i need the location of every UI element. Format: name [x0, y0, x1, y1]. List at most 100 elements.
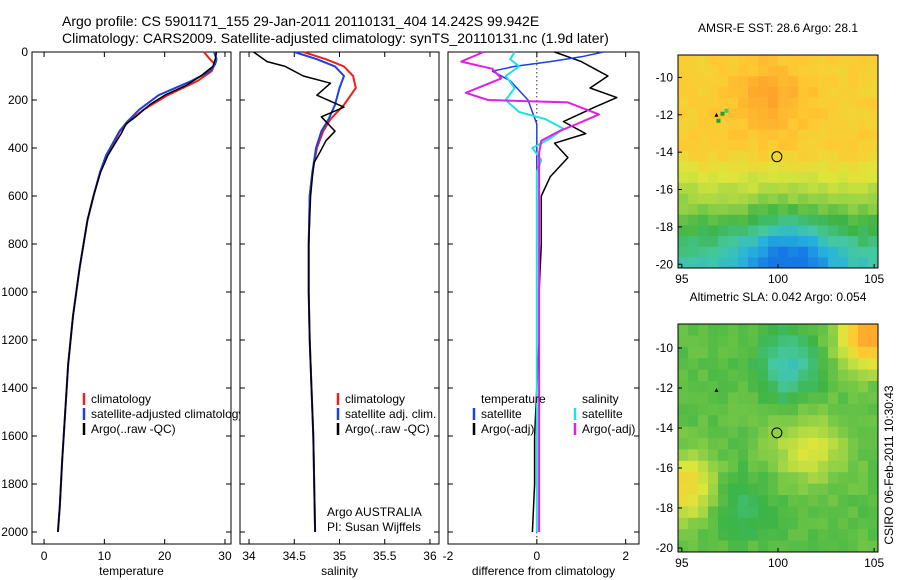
- field-cell: [678, 150, 689, 163]
- field-cell: [838, 65, 849, 77]
- y-tick-label: -14: [656, 145, 674, 159]
- field-cell: [758, 438, 769, 450]
- field-cell: [728, 460, 739, 473]
- field-cell: [698, 204, 709, 216]
- x-tick-label: 100: [768, 272, 788, 286]
- field-cell: [768, 129, 779, 141]
- field-cell: [818, 472, 829, 485]
- field-cell: [688, 225, 699, 237]
- field-cell: [698, 86, 709, 99]
- argo-position-marker: [771, 427, 783, 439]
- field-cell: [708, 335, 719, 348]
- field-cell: [868, 529, 878, 542]
- field-cell: [788, 415, 799, 428]
- field-cell: [748, 506, 759, 519]
- field-cell: [688, 65, 699, 77]
- field-cell: [698, 415, 709, 428]
- field-cell: [688, 540, 699, 552]
- field-cell: [868, 540, 878, 552]
- field-cell: [828, 346, 839, 359]
- field-cell: [858, 415, 869, 428]
- field-cell: [698, 495, 709, 507]
- field-cell: [738, 529, 749, 542]
- field-cell: [708, 118, 719, 131]
- field-cell: [798, 129, 809, 141]
- field-cell: [748, 65, 759, 77]
- field-cell: [858, 129, 869, 141]
- field-cell: [718, 257, 729, 268]
- field-cell: [758, 449, 769, 462]
- field-cell: [748, 495, 759, 507]
- field-cell: [798, 369, 809, 382]
- field-cell: [708, 381, 719, 393]
- field-cell: [838, 118, 849, 131]
- field-cell: [778, 246, 789, 258]
- legend-label: Argo(-adj): [481, 422, 534, 436]
- field-cell: [858, 517, 869, 530]
- field-cell: [848, 65, 859, 77]
- field-cell: [778, 140, 789, 152]
- salinity-panel: 34 34.5 35 35.5 36 salinity climatologysatelli…: [239, 51, 440, 578]
- amsre-sst-title: AMSR-E SST: 28.6 Argo: 28.1: [698, 21, 858, 35]
- field-cell: [788, 150, 799, 163]
- field-cell: [848, 335, 859, 348]
- field-cell: [728, 369, 739, 382]
- field-cell: [768, 204, 779, 216]
- field-cell: [858, 495, 869, 507]
- field-cell: [828, 108, 839, 120]
- field-cell: [758, 358, 769, 371]
- field-cell: [708, 108, 719, 120]
- field-cell: [698, 403, 709, 416]
- y-tick-label: -16: [656, 461, 674, 475]
- field-cell: [758, 324, 769, 336]
- field-cell: [688, 346, 699, 359]
- field-cell: [778, 204, 789, 216]
- field-cell: [688, 403, 699, 416]
- field-cell: [718, 97, 729, 109]
- field-cell: [868, 426, 878, 439]
- y-tick-label: -18: [656, 501, 674, 515]
- field-cell: [838, 246, 849, 258]
- field-cell: [738, 358, 749, 371]
- field-cell: [768, 55, 779, 67]
- field-cell: [808, 86, 819, 99]
- field-cell: [768, 426, 779, 439]
- field-cell: [688, 161, 699, 173]
- field-cell: [808, 358, 819, 371]
- field-cell: [828, 506, 839, 519]
- field-cell: [758, 392, 769, 405]
- field-cell: [838, 415, 849, 428]
- field-cell: [678, 204, 689, 216]
- field-cell: [748, 246, 759, 258]
- field-cell: [778, 483, 789, 496]
- field-cell: [758, 129, 769, 141]
- field-cell: [788, 438, 799, 450]
- field-cell: [828, 460, 839, 473]
- field-cell: [728, 214, 739, 226]
- previous-position-marker: [714, 112, 719, 117]
- x-tick-label: 10: [98, 549, 112, 563]
- field-cell: [788, 182, 799, 195]
- field-cell: [788, 65, 799, 77]
- field-cell: [808, 161, 819, 173]
- field-cell: [858, 335, 869, 348]
- field-cell: [708, 161, 719, 173]
- field-cell: [778, 76, 789, 88]
- field-cell: [788, 506, 799, 519]
- field-cell: [768, 472, 779, 485]
- field-cell: [718, 236, 729, 248]
- legend-label: climatology: [91, 392, 151, 406]
- field-cell: [798, 76, 809, 88]
- field-cell: [718, 495, 729, 507]
- field-cell: [698, 358, 709, 371]
- field-cell: [688, 76, 699, 88]
- field-cell: [848, 369, 859, 382]
- field-cell: [778, 506, 789, 519]
- field-cell: [718, 172, 729, 184]
- difference-frame: [447, 51, 640, 545]
- field-cell: [868, 76, 878, 88]
- field-cell: [758, 529, 769, 542]
- field-cell: [698, 118, 709, 131]
- field-cell: [728, 392, 739, 405]
- altimetric-sla-title: Altimetric SLA: 0.042 Argo: 0.054: [690, 290, 867, 304]
